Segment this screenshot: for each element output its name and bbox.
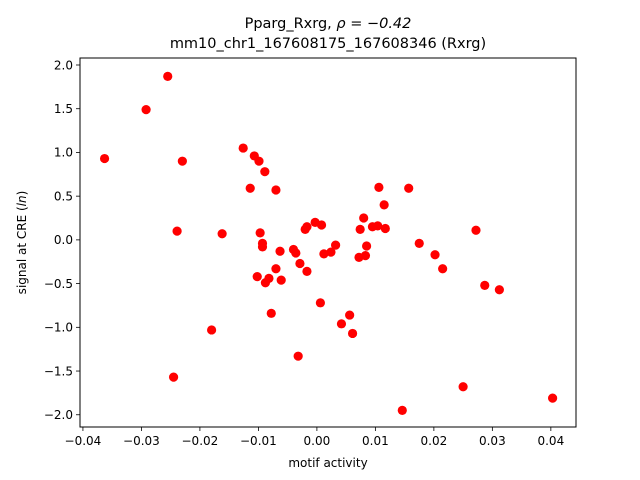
x-tick-label-5: 0.01	[362, 434, 389, 448]
y-tick-label-1: 1.5	[54, 102, 73, 116]
x-tick-label-7: 0.03	[479, 434, 506, 448]
x-axis-label: motif activity	[288, 456, 367, 470]
y-tick-label-3: 0.5	[54, 189, 73, 203]
data-point-46	[373, 221, 383, 231]
data-point-16	[260, 167, 270, 177]
data-point-27	[295, 258, 305, 269]
data-point-20	[271, 185, 281, 195]
y-axis-label-suffix: )	[15, 191, 29, 196]
data-point-44	[362, 241, 372, 251]
data-point-41	[355, 224, 365, 234]
data-point-1	[141, 104, 151, 115]
data-point-3	[168, 372, 179, 382]
data-point-13	[255, 228, 265, 238]
data-point-59	[548, 393, 558, 403]
plot-frame	[79, 57, 577, 428]
x-tick-label-2: −0.02	[182, 434, 219, 448]
data-point-50	[397, 405, 407, 415]
points-layer	[99, 71, 558, 415]
data-point-42	[359, 213, 369, 223]
data-point-37	[336, 319, 347, 329]
data-point-32	[315, 298, 325, 308]
y-axis-ticks: 2.0 1.5 1.0 0.5 0.0 −0.5 −1.0 −1.5 −2.0	[44, 58, 80, 422]
data-point-49	[380, 223, 390, 234]
data-point-7	[217, 229, 227, 239]
data-point-56	[471, 225, 481, 235]
y-tick-label-6: −1.0	[44, 321, 73, 335]
y-tick-label-8: −2.0	[44, 408, 73, 422]
data-point-0	[99, 153, 110, 164]
x-axis-ticks: −0.04 −0.03 −0.02 −0.01 0.00 0.01 0.02 0.03 0.04	[65, 427, 564, 448]
y-tick-label-4: 0.0	[54, 233, 73, 247]
y-axis-label-italic: ln	[15, 195, 29, 206]
data-point-38	[345, 310, 355, 320]
data-point-4	[172, 226, 182, 236]
data-point-39	[347, 328, 358, 339]
chart-title-prefix: Pparg_Rxrg,	[245, 16, 337, 32]
y-axis-label: signal at CRE (ln)	[15, 191, 29, 295]
data-point-22	[275, 246, 285, 256]
chart-title-line1: Pparg_Rxrg, ρ = −0.42	[245, 16, 412, 32]
data-point-19	[266, 308, 276, 318]
data-point-11	[252, 272, 262, 282]
x-tick-label-8: 0.04	[537, 434, 564, 448]
data-point-29	[302, 222, 312, 232]
data-point-21	[271, 264, 281, 274]
data-point-8	[238, 143, 248, 153]
chart-title-rho: ρ = −0.42	[336, 16, 411, 32]
data-point-33	[316, 220, 327, 230]
data-point-51	[404, 183, 414, 193]
data-point-23	[276, 275, 286, 285]
data-point-48	[379, 200, 389, 210]
data-point-25	[291, 248, 301, 258]
data-point-18	[264, 273, 274, 283]
data-point-43	[360, 251, 371, 261]
data-point-6	[207, 325, 217, 335]
chart-title-line2: mm10_chr1_167608175_167608346 (Rxrg)	[170, 36, 486, 52]
data-point-9	[245, 183, 255, 193]
x-tick-label-3: −0.01	[240, 434, 277, 448]
data-point-47	[374, 182, 384, 193]
data-point-54	[438, 264, 448, 274]
data-point-26	[293, 351, 303, 361]
data-point-35	[326, 247, 336, 257]
y-tick-label-7: −1.5	[44, 364, 73, 378]
data-point-15	[257, 242, 268, 252]
data-point-30	[302, 266, 312, 276]
data-point-36	[331, 240, 341, 250]
data-point-55	[458, 382, 468, 392]
x-tick-label-6: 0.02	[421, 434, 448, 448]
y-tick-label-5: −0.5	[44, 277, 73, 291]
data-point-34	[319, 249, 329, 259]
y-tick-label-2: 1.0	[54, 146, 73, 160]
x-tick-label-4: 0.00	[304, 434, 331, 448]
data-point-53	[430, 250, 440, 260]
data-point-52	[414, 238, 424, 248]
data-point-2	[163, 71, 173, 81]
x-tick-label-0: −0.04	[65, 434, 102, 448]
y-axis-label-prefix: signal at CRE (	[15, 206, 29, 294]
data-point-12	[254, 156, 264, 166]
y-tick-label-0: 2.0	[54, 58, 73, 72]
data-point-57	[480, 280, 490, 290]
data-point-5	[177, 156, 187, 166]
data-point-58	[494, 285, 504, 295]
x-tick-label-1: −0.03	[123, 434, 160, 448]
